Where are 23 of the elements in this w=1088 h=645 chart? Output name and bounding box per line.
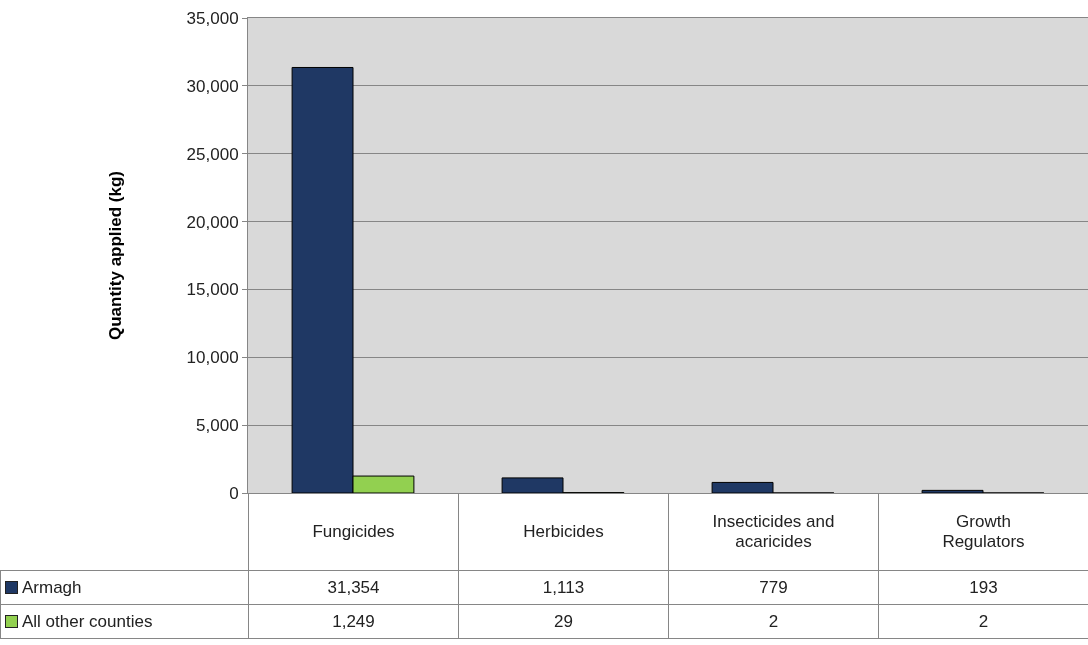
y-tick-label: 30,000 (186, 76, 239, 96)
legend-label: All other counties (0, 604, 249, 639)
y-tick-label: 20,000 (186, 212, 239, 232)
data-label: 2 (668, 604, 879, 639)
x-tick-label: Herbicides (458, 493, 669, 571)
data-label: 29 (458, 604, 669, 639)
data-label: 1,249 (248, 604, 459, 639)
legend-label: Armagh (0, 570, 249, 605)
y-tick-label: 25,000 (186, 144, 239, 164)
y-tick-label: 0 (229, 483, 239, 503)
data-label: 2 (878, 604, 1088, 639)
data-label: 31,354 (248, 570, 459, 605)
y-tick-label: 35,000 (186, 8, 239, 28)
x-tick-label: Growth Regulators (878, 493, 1088, 571)
x-tick-label: Insecticides and acaricides (668, 493, 879, 571)
y-tick-label: 10,000 (186, 348, 239, 368)
y-tick-label: 5,000 (196, 416, 239, 436)
x-tick-label: Fungicides (248, 493, 459, 571)
data-label: 193 (878, 570, 1088, 605)
y-axis-title: Quantity applied (kg) (106, 170, 126, 341)
data-label: 1,113 (458, 570, 669, 605)
data-label: 779 (668, 570, 879, 605)
y-tick-label: 15,000 (186, 280, 239, 300)
